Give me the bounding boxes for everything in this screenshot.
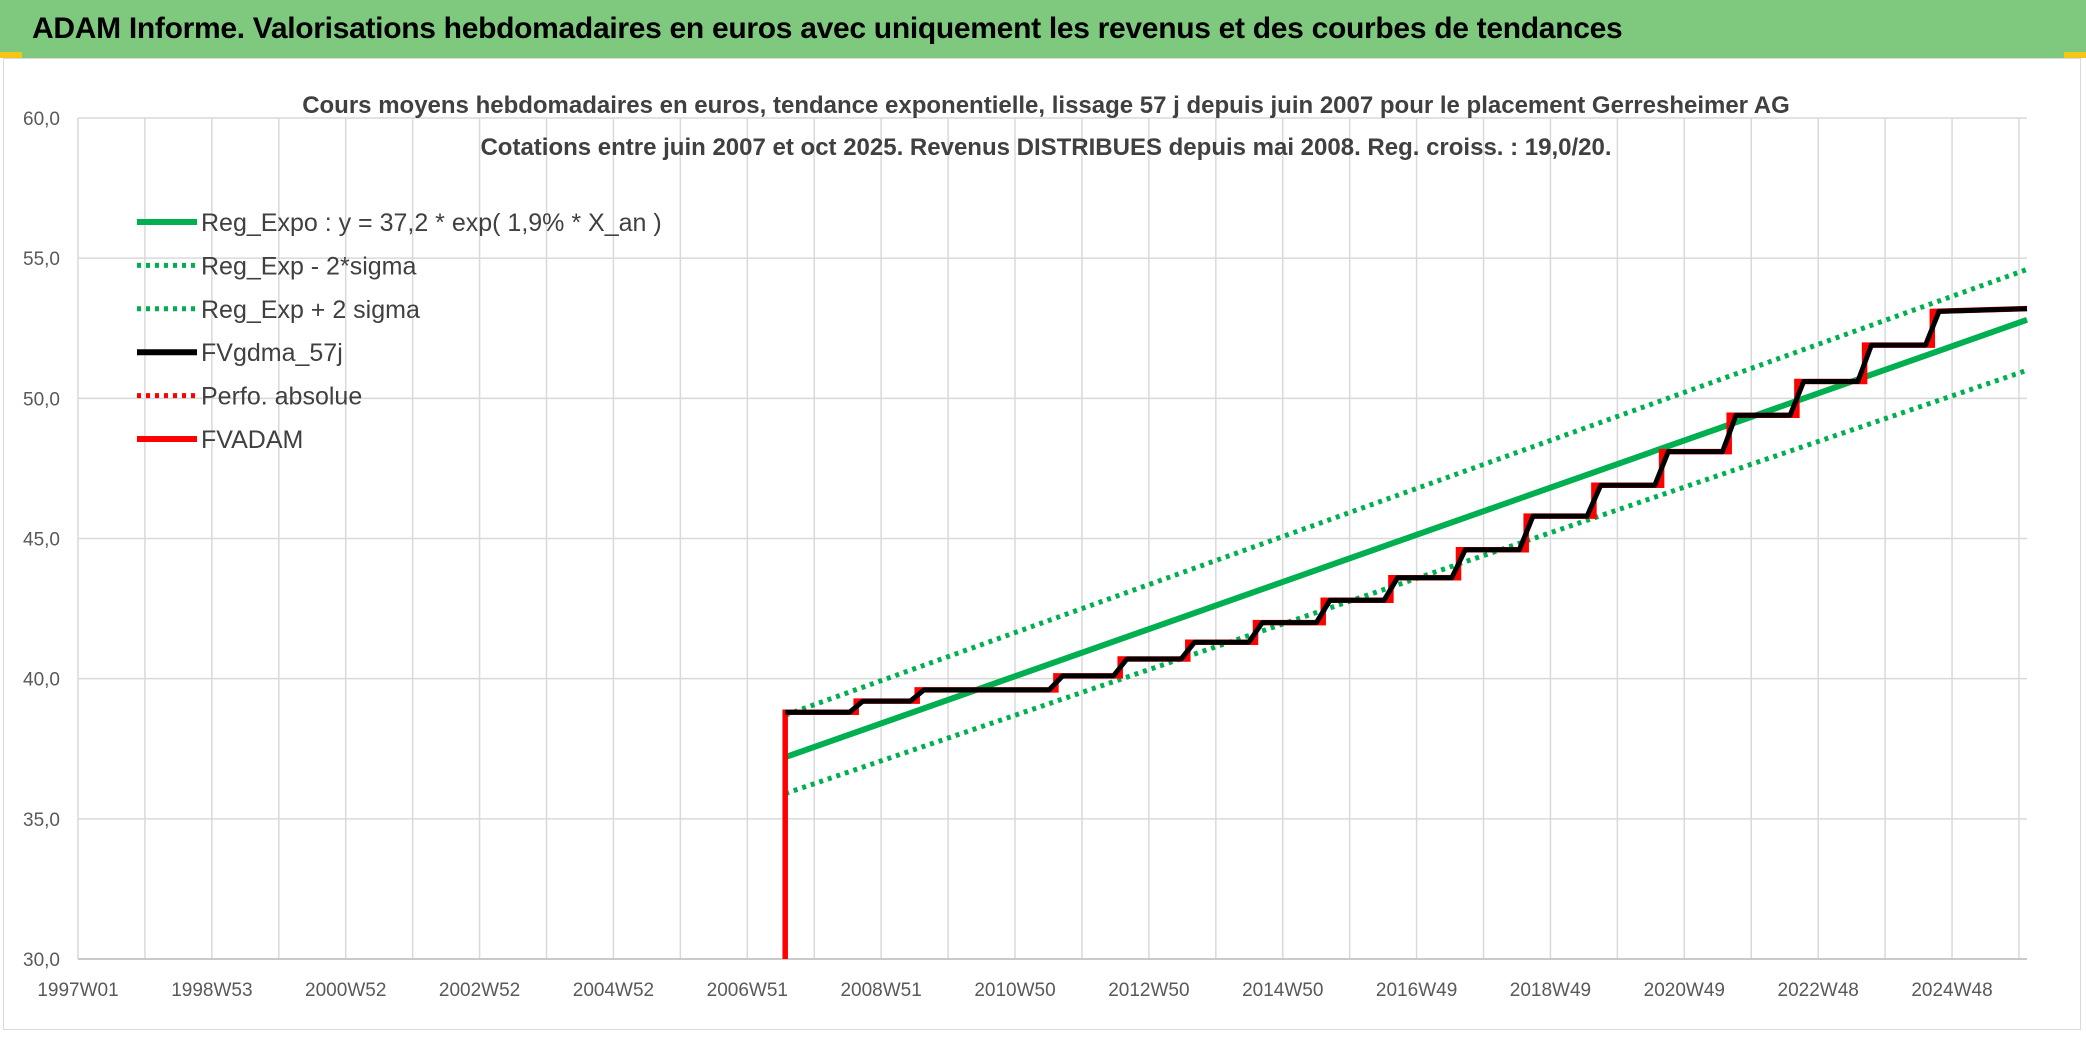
- legend-label-3: FVgdma_57j: [201, 339, 343, 367]
- x-tick-label: 2010W50: [974, 980, 1055, 1001]
- series-line-1: [784, 367, 2028, 796]
- report-banner: ADAM Informe. Valorisations hebdomadaire…: [0, 0, 2086, 58]
- y-tick-label: 35,0: [23, 810, 60, 831]
- corner-mark-right: [2064, 52, 2086, 58]
- series-line-3: [785, 306, 2028, 715]
- corner-mark-left: [0, 52, 22, 58]
- x-tick-label: 2018W49: [1510, 980, 1591, 1001]
- x-tick-label: 2022W48: [1778, 980, 1859, 1001]
- grid-lines: [77, 117, 2027, 960]
- x-tick-label: 2012W50: [1108, 980, 1189, 1001]
- y-tick-label: 55,0: [23, 249, 60, 270]
- y-tick-label: 40,0: [23, 670, 60, 691]
- x-tick-label: 2014W50: [1242, 980, 1323, 1001]
- chart-frame: [3, 58, 2081, 1030]
- x-tick-label: 1998W53: [171, 980, 252, 1001]
- legend: Reg_Expo : y = 37,2 * exp( 1,9% * X_an )…: [137, 209, 662, 454]
- legend-label-2: Reg_Exp + 2 sigma: [201, 296, 420, 324]
- y-tick-label: 50,0: [23, 389, 60, 410]
- chart-title: Cours moyens hebdomadaires en euros, ten…: [302, 92, 1790, 119]
- legend-label-1: Reg_Exp - 2*sigma: [201, 252, 416, 280]
- x-tick-label: 2016W49: [1376, 980, 1457, 1001]
- x-tick-label: 2008W51: [840, 980, 921, 1001]
- chart-subtitle: Cotations entre juin 2007 et oct 2025. R…: [480, 134, 1611, 161]
- series-line-2: [784, 267, 2028, 718]
- x-tick-label: 2024W48: [1911, 980, 1992, 1001]
- legend-label-4: Perfo. absolue: [201, 383, 362, 411]
- y-tick-label: 30,0: [23, 950, 60, 971]
- series-lines: [782, 267, 2028, 959]
- x-tick-label: 2002W52: [439, 980, 520, 1001]
- report-title: ADAM Informe. Valorisations hebdomadaire…: [32, 12, 1623, 45]
- legend-label-0: Reg_Expo : y = 37,2 * exp( 1,9% * X_an ): [201, 209, 662, 237]
- x-axis-ticks: 1997W01 1998W53 2000W52 2002W52 2004W52 2006W…: [37, 980, 1992, 1001]
- y-tick-label: 60,0: [23, 109, 60, 130]
- x-tick-label: 2000W52: [305, 980, 386, 1001]
- legend-label-5: FVADAM: [201, 426, 303, 454]
- x-tick-label: 1997W01: [37, 980, 118, 1001]
- x-tick-label: 2004W52: [573, 980, 654, 1001]
- x-tick-label: 2020W49: [1644, 980, 1725, 1001]
- y-tick-label: 45,0: [23, 530, 60, 551]
- y-axis-ticks: 30,0 35,0 40,0 45,0 50,0 55,0 60,0: [23, 109, 60, 971]
- series-line-5: [782, 305, 2028, 959]
- x-tick-label: 2006W51: [707, 980, 788, 1001]
- series-line-0: [784, 316, 2028, 761]
